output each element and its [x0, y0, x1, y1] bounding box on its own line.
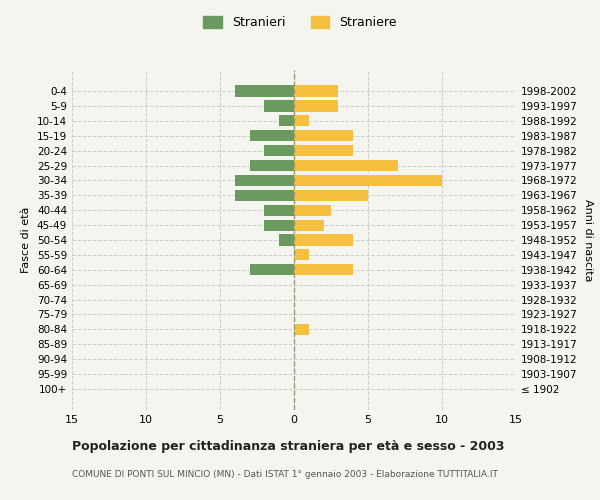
Bar	[294, 220, 323, 230]
Bar	[279, 115, 294, 126]
Bar	[235, 175, 294, 186]
Bar	[294, 324, 309, 335]
Text: COMUNE DI PONTI SUL MINCIO (MN) - Dati ISTAT 1° gennaio 2003 - Elaborazione TUTT: COMUNE DI PONTI SUL MINCIO (MN) - Dati I…	[72, 470, 498, 479]
Bar	[235, 86, 294, 96]
Bar	[294, 204, 331, 216]
Bar	[294, 115, 309, 126]
Bar	[235, 190, 294, 201]
Bar	[250, 160, 294, 171]
Bar	[265, 100, 294, 112]
Bar	[279, 234, 294, 246]
Bar	[294, 100, 338, 112]
Bar	[294, 234, 353, 246]
Bar	[294, 160, 398, 171]
Bar	[265, 220, 294, 230]
Legend: Stranieri, Straniere: Stranieri, Straniere	[198, 11, 402, 34]
Bar	[294, 145, 353, 156]
Bar	[294, 190, 368, 201]
Y-axis label: Fasce di età: Fasce di età	[22, 207, 31, 273]
Bar	[265, 204, 294, 216]
Bar	[250, 264, 294, 276]
Y-axis label: Anni di nascita: Anni di nascita	[583, 198, 593, 281]
Bar	[250, 130, 294, 141]
Bar	[294, 250, 309, 260]
Text: Popolazione per cittadinanza straniera per età e sesso - 2003: Popolazione per cittadinanza straniera p…	[72, 440, 505, 453]
Bar	[294, 175, 442, 186]
Bar	[294, 86, 338, 96]
Bar	[294, 130, 353, 141]
Bar	[294, 264, 353, 276]
Bar	[265, 145, 294, 156]
